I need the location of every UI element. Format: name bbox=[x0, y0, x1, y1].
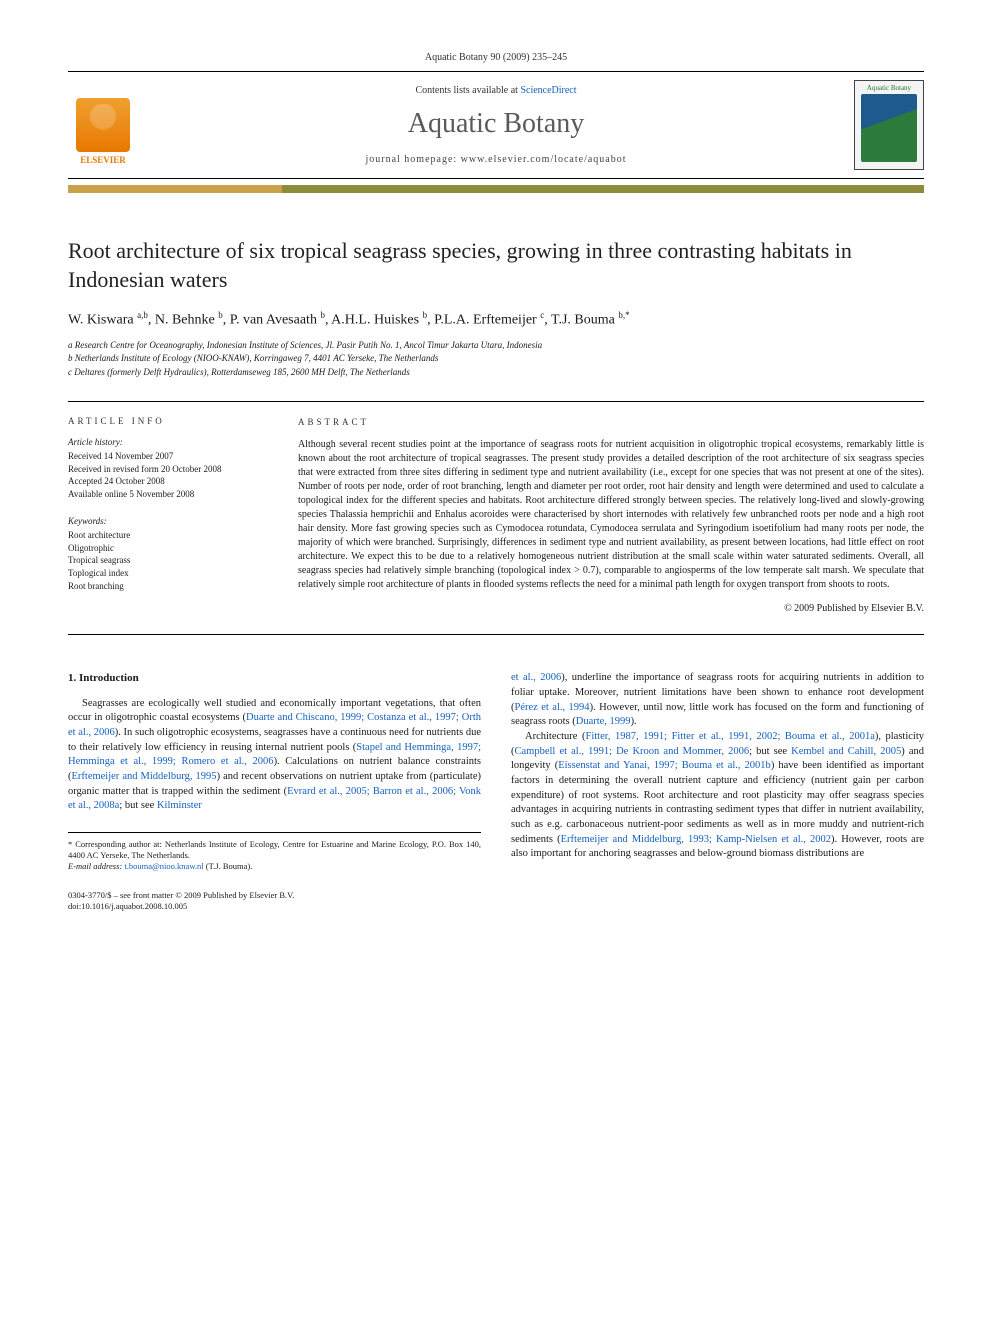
history-received: Received 14 November 2007 bbox=[68, 450, 268, 463]
elsevier-label: ELSEVIER bbox=[80, 155, 126, 165]
journal-cover-image bbox=[861, 94, 917, 162]
affiliation-b: b Netherlands Institute of Ecology (NIOO… bbox=[68, 352, 924, 365]
sciencedirect-link[interactable]: ScienceDirect bbox=[520, 85, 576, 96]
journal-name: Aquatic Botany bbox=[138, 108, 854, 140]
email-tail: (T.J. Bouma). bbox=[204, 861, 253, 871]
text-run: ). bbox=[631, 716, 637, 727]
contents-available-line: Contents lists available at ScienceDirec… bbox=[138, 85, 854, 96]
history-revised: Received in revised form 20 October 2008 bbox=[68, 463, 268, 476]
email-label: E-mail address: bbox=[68, 861, 124, 871]
doi-line: doi:10.1016/j.aquabot.2008.10.005 bbox=[68, 901, 481, 912]
intro-para-2: Architecture (Fitter, 1987, 1991; Fitter… bbox=[511, 730, 924, 862]
keyword-item: Root architecture bbox=[68, 529, 268, 542]
text-run: ) have been identified as important fact… bbox=[511, 760, 924, 844]
journal-cover-title: Aquatic Botany bbox=[867, 84, 911, 92]
body-column-right: et al., 2006), underline the importance … bbox=[511, 671, 924, 912]
email-link[interactable]: t.bouma@nioo.knaw.nl bbox=[124, 861, 203, 871]
affiliation-c: c Deltares (formerly Delft Hydraulics), … bbox=[68, 366, 924, 379]
elsevier-tree-icon bbox=[76, 98, 130, 152]
affiliations: a Research Centre for Oceanography, Indo… bbox=[68, 339, 924, 379]
journal-reference: Aquatic Botany 90 (2009) 235–245 bbox=[68, 52, 924, 63]
cite-link[interactable]: Duarte, 1999 bbox=[576, 716, 631, 727]
journal-homepage: journal homepage: www.elsevier.com/locat… bbox=[138, 154, 854, 165]
journal-header: ELSEVIER Contents lists available at Sci… bbox=[68, 71, 924, 179]
keyword-item: Root branching bbox=[68, 580, 268, 593]
abstract-column: ABSTRACT Although several recent studies… bbox=[298, 416, 924, 617]
article-info-heading: ARTICLE INFO bbox=[68, 416, 268, 426]
contents-prefix: Contents lists available at bbox=[415, 85, 520, 96]
cite-link[interactable]: Kembel and Cahill, 2005 bbox=[791, 746, 901, 757]
text-run: ; but see bbox=[119, 800, 157, 811]
cite-link[interactable]: Kilminster bbox=[157, 800, 202, 811]
abstract-copyright: © 2009 Published by Elsevier B.V. bbox=[298, 602, 924, 616]
keywords-label: Keywords: bbox=[68, 515, 268, 528]
abstract-text: Although several recent studies point at… bbox=[298, 438, 924, 592]
article-title: Root architecture of six tropical seagra… bbox=[68, 237, 924, 294]
keyword-item: Toplogical index bbox=[68, 567, 268, 580]
history-label: Article history: bbox=[68, 436, 268, 449]
corresponding-author: * Corresponding author at: Netherlands I… bbox=[68, 839, 481, 861]
authors-line: W. Kiswara a,b, N. Behnke b, P. van Aves… bbox=[68, 310, 924, 329]
header-color-bar bbox=[68, 185, 924, 193]
footer-meta: 0304-3770/$ – see front matter © 2009 Pu… bbox=[68, 890, 481, 912]
keyword-item: Tropical seagrass bbox=[68, 554, 268, 567]
cite-link[interactable]: Pérez et al., 1994 bbox=[515, 702, 590, 713]
cite-link[interactable]: Fitter, 1987, 1991; Fitter et al., 1991,… bbox=[586, 731, 875, 742]
history-online: Available online 5 November 2008 bbox=[68, 488, 268, 501]
corresponding-footnote: * Corresponding author at: Netherlands I… bbox=[68, 832, 481, 872]
article-info-column: ARTICLE INFO Article history: Received 1… bbox=[68, 416, 268, 617]
front-matter-line: 0304-3770/$ – see front matter © 2009 Pu… bbox=[68, 890, 481, 901]
intro-para-1-left: Seagrasses are ecologically well studied… bbox=[68, 697, 481, 815]
abstract-heading: ABSTRACT bbox=[298, 416, 924, 429]
body-column-left: 1. Introduction Seagrasses are ecologica… bbox=[68, 671, 481, 912]
cite-link[interactable]: et al., 2006 bbox=[511, 672, 561, 683]
cite-link[interactable]: Erftemeijer and Middelburg, 1995 bbox=[72, 771, 217, 782]
body-two-column: 1. Introduction Seagrasses are ecologica… bbox=[68, 671, 924, 912]
text-run: Architecture ( bbox=[525, 731, 586, 742]
affiliation-a: a Research Centre for Oceanography, Indo… bbox=[68, 339, 924, 352]
text-run: ; but see bbox=[749, 746, 791, 757]
section-1-heading: 1. Introduction bbox=[68, 671, 481, 686]
elsevier-logo: ELSEVIER bbox=[68, 85, 138, 165]
intro-para-1-right: et al., 2006), underline the importance … bbox=[511, 671, 924, 730]
cite-link[interactable]: Campbell et al., 1991; De Kroon and Momm… bbox=[515, 746, 750, 757]
history-accepted: Accepted 24 October 2008 bbox=[68, 475, 268, 488]
keyword-item: Oligotrophic bbox=[68, 542, 268, 555]
journal-cover-thumbnail: Aquatic Botany bbox=[854, 80, 924, 170]
cite-link[interactable]: Erftemeijer and Middelburg, 1993; Kamp-N… bbox=[561, 834, 831, 845]
cite-link[interactable]: Eissenstat and Yanai, 1997; Bouma et al.… bbox=[558, 760, 771, 771]
